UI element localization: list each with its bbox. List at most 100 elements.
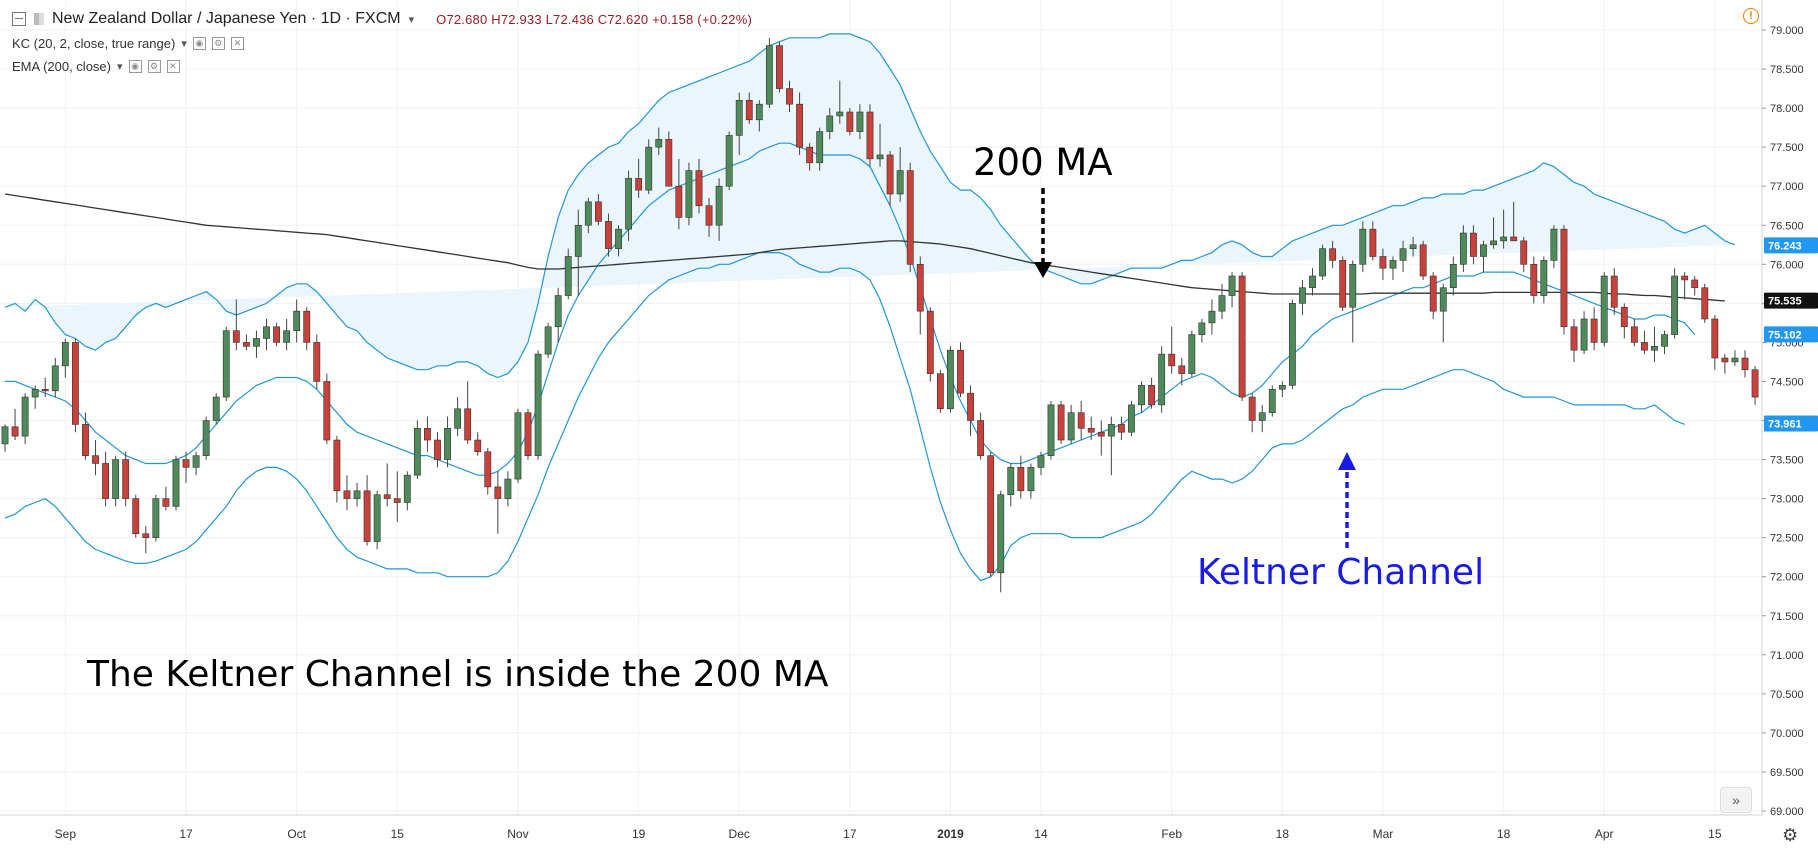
eye-icon[interactable]: ◉	[192, 37, 206, 50]
chevron-down-icon[interactable]: ▾	[181, 38, 187, 50]
kc-upper-price-label-bg	[1764, 237, 1818, 254]
candle-body	[1721, 357, 1729, 363]
candle-body	[273, 326, 280, 343]
candle-body	[454, 408, 462, 429]
candle-body	[765, 45, 773, 105]
x-tick-label: Apr	[1595, 827, 1614, 841]
currency-flag-icon	[34, 13, 44, 25]
settings-icon[interactable]: ⚙	[147, 60, 161, 73]
candle-body	[1309, 275, 1316, 289]
ohlc-readout: O72.680 H72.933 L72.436 C72.620 +0.158 (…	[436, 11, 752, 27]
candle-body	[1097, 431, 1105, 437]
y-tick-label: 70.500	[1770, 689, 1804, 701]
candle-body	[504, 478, 512, 499]
candle-body	[675, 185, 683, 218]
candle-body	[776, 45, 783, 89]
candle-body	[1299, 287, 1306, 304]
candle-body	[464, 408, 472, 441]
candle-body	[142, 533, 150, 538]
candle-body	[202, 420, 210, 456]
candle-body	[1419, 244, 1427, 277]
candle-body	[1238, 275, 1246, 398]
candle-body	[705, 205, 713, 226]
candle-body	[735, 99, 743, 136]
kc-annotation-label: Keltner Channel	[1197, 552, 1484, 593]
candle-body	[745, 99, 753, 121]
candle-body	[1168, 353, 1176, 367]
candle-body	[947, 349, 954, 410]
candle-body	[263, 326, 270, 339]
candle-body	[755, 103, 763, 121]
candle-body	[1470, 232, 1477, 257]
warning-icon[interactable]: !	[1743, 8, 1759, 24]
candle-body	[1359, 228, 1367, 265]
collapse-icon[interactable]	[12, 12, 26, 26]
candle-body	[1409, 244, 1417, 249]
gear-icon[interactable]: ⚙	[1782, 825, 1799, 845]
candle-body	[514, 412, 522, 480]
indicator-label-ema[interactable]: EMA (200, close)	[12, 59, 111, 74]
eye-icon[interactable]: ◉	[128, 60, 142, 73]
candle-body	[896, 170, 904, 195]
chevron-down-icon[interactable]: ▾	[117, 61, 123, 73]
candle-body	[534, 353, 542, 456]
candle-body	[1208, 310, 1216, 324]
close-icon[interactable]: ✕	[166, 60, 180, 73]
scroll-to-realtime-button[interactable]: »	[1720, 787, 1752, 813]
candle-body	[876, 154, 884, 160]
candle-body	[383, 494, 391, 499]
candle-body	[1228, 275, 1236, 296]
candle-body	[1067, 412, 1075, 441]
candle-body	[1198, 322, 1206, 335]
y-tick-label: 73.500	[1770, 455, 1804, 467]
symbol-title[interactable]: New Zealand Dollar / Japanese Yen · 1D ·…	[52, 10, 401, 27]
candle-body	[655, 139, 663, 148]
candle-body	[363, 490, 371, 542]
candle-body	[1, 426, 9, 445]
y-tick-label: 77.500	[1770, 142, 1804, 154]
candle-body	[61, 342, 69, 367]
candle-body	[1701, 287, 1709, 320]
y-tick-label: 76.000	[1770, 259, 1804, 271]
settings-icon[interactable]: ⚙	[211, 37, 225, 50]
candle-body	[283, 330, 291, 343]
candle-body	[574, 224, 582, 257]
x-tick-label: Mar	[1373, 827, 1394, 841]
close-icon[interactable]: ✕	[230, 37, 244, 50]
candle-body	[1731, 357, 1739, 363]
indicator-label-kc[interactable]: KC (20, 2, close, true range)	[12, 36, 176, 51]
candle-body	[1047, 404, 1055, 456]
time-axis[interactable]	[0, 815, 1818, 849]
x-tick-label: Sep	[55, 827, 77, 841]
candle-body	[1540, 260, 1548, 296]
candle-body	[313, 342, 321, 382]
candle-body	[21, 396, 29, 437]
chevron-down-icon[interactable]: ▾	[408, 13, 415, 26]
candle-body	[1158, 353, 1166, 406]
candle-body	[1369, 228, 1377, 257]
kc-annotation-arrow-head	[1338, 452, 1356, 470]
y-tick-label: 72.500	[1770, 533, 1804, 545]
candle-body	[715, 185, 723, 226]
candle-body	[1128, 404, 1135, 433]
candle-body	[1178, 365, 1186, 374]
x-tick-label: Feb	[1161, 827, 1182, 841]
indicator-row-ema: EMA (200, close) ▾ ◉ ⚙ ✕	[12, 59, 180, 74]
candle-body	[1399, 248, 1407, 261]
y-tick-label: 77.000	[1770, 181, 1804, 193]
candle-body	[112, 459, 120, 499]
candle-body	[343, 490, 351, 499]
candle-body	[424, 428, 431, 441]
candle-body	[725, 135, 733, 187]
candle-body	[665, 139, 673, 187]
candle-body	[41, 388, 49, 392]
candle-body	[524, 412, 532, 456]
y-tick-label: 72.000	[1770, 572, 1804, 584]
kc-upper-price-label: 76.243	[1768, 240, 1802, 252]
candle-body	[886, 154, 894, 195]
candle-body	[222, 330, 230, 398]
candle-body	[1449, 263, 1457, 289]
candle-body	[806, 146, 814, 164]
candle-body	[1429, 275, 1437, 312]
